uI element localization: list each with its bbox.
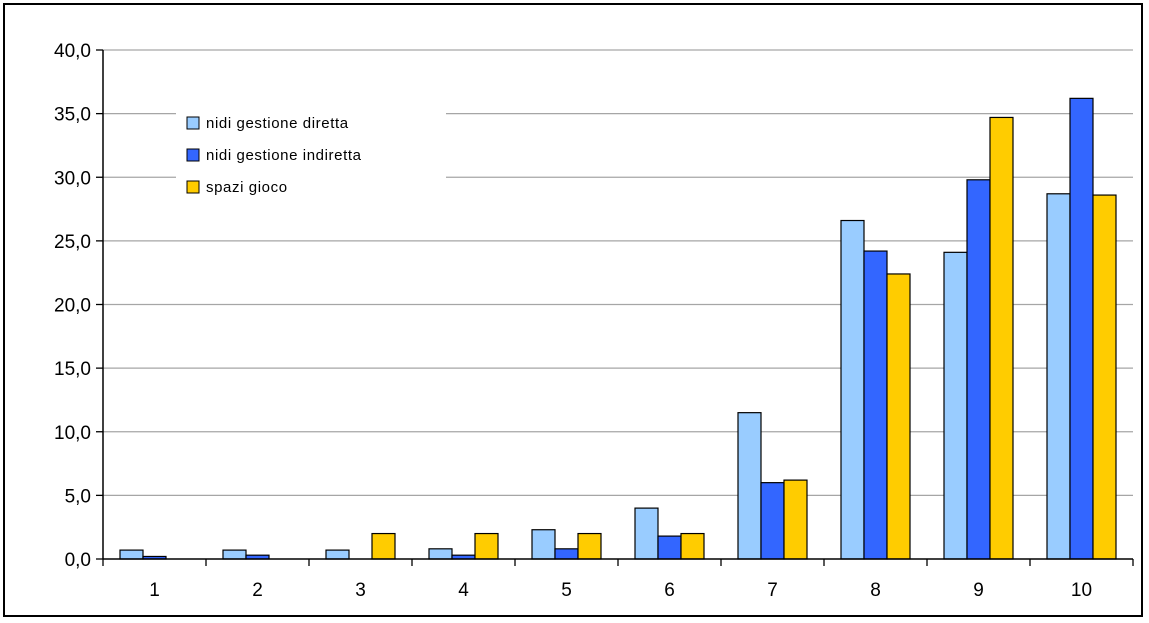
legend-label: spazi gioco [206, 179, 288, 196]
legend-swatch [186, 180, 200, 194]
bar [577, 532, 602, 560]
legend-label: nidi gestione indiretta [206, 147, 362, 164]
x-tick-label: 9 [973, 580, 984, 601]
bar [989, 116, 1014, 560]
y-tick-label: 5,0 [65, 486, 91, 507]
bar [1069, 97, 1094, 560]
x-tick-label: 7 [767, 580, 778, 601]
x-tick-label: 10 [1071, 580, 1092, 601]
legend-background [176, 98, 446, 214]
y-tick-label: 10,0 [54, 423, 91, 444]
y-tick-label: 20,0 [54, 296, 91, 317]
bar [371, 532, 396, 560]
bar [531, 529, 556, 560]
legend-swatch [186, 148, 200, 162]
bar [943, 251, 968, 560]
bar [657, 535, 682, 560]
y-tick-label: 0,0 [65, 550, 91, 571]
legend: nidi gestione diretta nidi gestione indir… [176, 98, 446, 214]
x-tick-label: 6 [664, 580, 675, 601]
x-tick-label: 5 [561, 580, 572, 601]
bar [325, 549, 350, 560]
x-tick-label: 8 [870, 580, 881, 601]
bar [840, 219, 865, 560]
bar [783, 479, 808, 560]
bars [119, 97, 1117, 560]
y-tick-label: 30,0 [54, 168, 91, 189]
bar [863, 250, 888, 560]
bar [680, 532, 705, 560]
bar [119, 549, 144, 560]
bar [760, 482, 785, 560]
bar [554, 548, 579, 560]
bar [886, 273, 911, 560]
bar [222, 549, 247, 560]
x-tick-label: 2 [252, 580, 263, 601]
bar [634, 507, 659, 560]
y-tick-label: 25,0 [54, 232, 91, 253]
y-tick-label: 40,0 [54, 41, 91, 62]
bar [1092, 194, 1117, 560]
x-tick-label: 4 [458, 580, 469, 601]
bar [428, 548, 453, 560]
bar [737, 412, 762, 560]
bar [966, 179, 991, 560]
axes: 0,0 5,0 10,0 15,0 20,0 25,0 30,0 35,0 40,0 1 2 3 4 5 6… [54, 41, 1134, 601]
bar [474, 532, 499, 560]
legend-swatch [186, 116, 200, 130]
bar [1046, 193, 1071, 560]
y-tick-label: 15,0 [54, 359, 91, 380]
x-tick-label: 1 [149, 580, 160, 601]
y-tick-label: 35,0 [54, 105, 91, 126]
legend-label: nidi gestione diretta [206, 115, 349, 132]
x-tick-label: 3 [355, 580, 366, 601]
